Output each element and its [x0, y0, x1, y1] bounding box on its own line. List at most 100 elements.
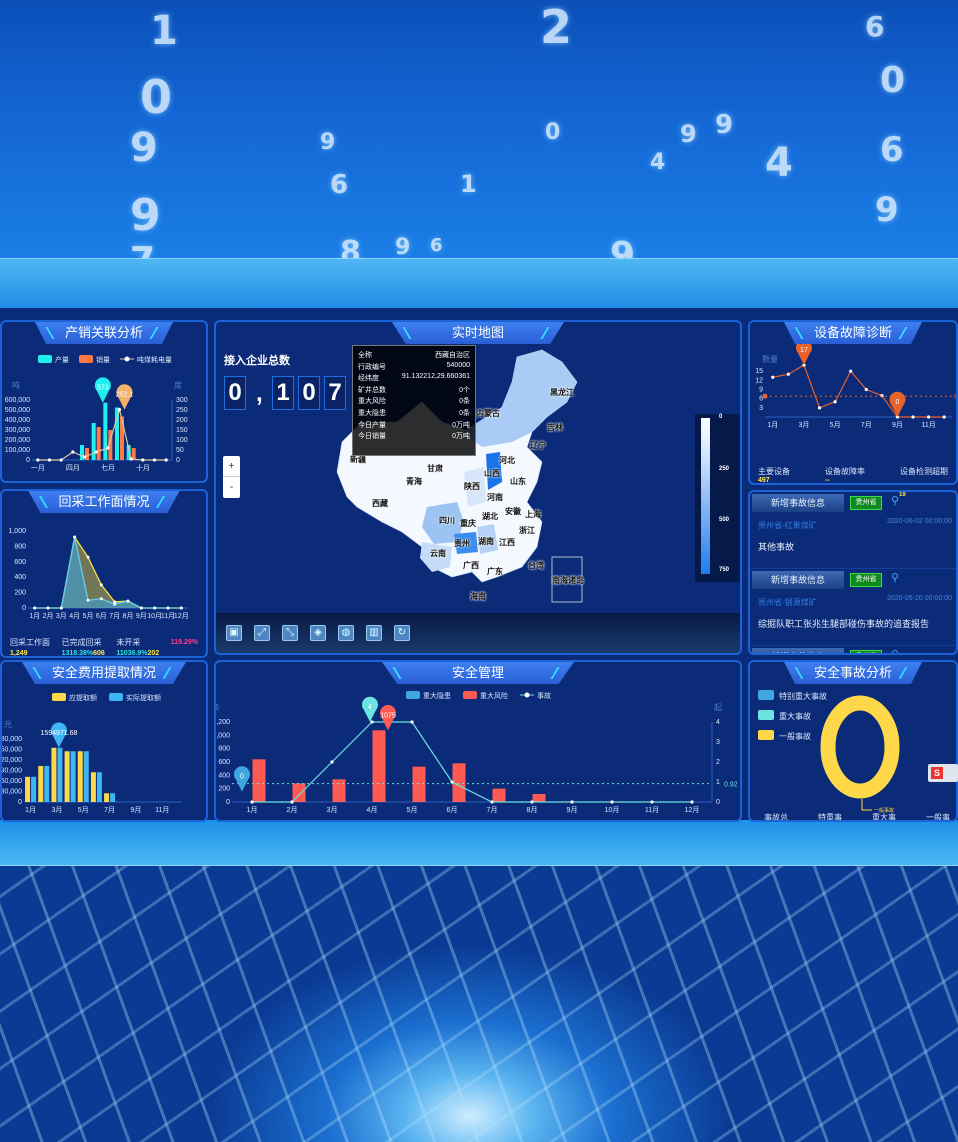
refresh-icon[interactable]: ↻ — [394, 625, 410, 641]
accident-list: 新增事故信息 贵州省 ⚲ 19 贵州省-红果煤矿 2020-06-02 00:00:00 其… — [750, 492, 956, 655]
stat-item: 已完成回采 1318.38%606 — [62, 637, 105, 657]
province-label[interactable]: 内蒙古 — [476, 409, 500, 418]
y2-tick-label: 1 — [716, 779, 720, 786]
province-label[interactable]: 吉林 — [547, 423, 563, 432]
accident-description[interactable]: 其他事故 — [758, 542, 795, 552]
fullscreen-icon[interactable]: ▣ — [226, 625, 242, 641]
background-digit: 9 — [875, 190, 899, 230]
collapse-icon[interactable]: ⤡ — [282, 625, 298, 641]
province-label[interactable]: 台湾 — [528, 561, 544, 570]
china-map[interactable] — [216, 322, 742, 622]
map-region-sichuan[interactable] — [422, 502, 464, 544]
province-label[interactable]: 云南 — [430, 549, 446, 558]
line-point — [802, 363, 806, 367]
line-point — [771, 375, 775, 379]
province-label[interactable]: 海南 — [470, 592, 486, 601]
legend-swatch — [109, 693, 123, 701]
province-label[interactable]: 辽宁 — [530, 441, 546, 450]
x-tick-label: 7月 — [109, 612, 120, 620]
x-tick-label: 12月 — [685, 806, 700, 814]
x-tick-label: 5月 — [78, 806, 89, 814]
bag-icon[interactable]: ◈ — [310, 625, 326, 641]
province-label[interactable]: 浙江 — [519, 526, 535, 535]
province-label[interactable]: 河北 — [499, 456, 515, 465]
line-point — [690, 800, 694, 804]
zoom-in-button[interactable]: + — [223, 456, 240, 477]
accident-item[interactable]: 新增事故信息 贵州省 ⚲ — [750, 646, 956, 655]
province-label[interactable]: 广东 — [487, 567, 503, 576]
province-label[interactable]: 江西 — [499, 538, 515, 547]
map-region-shaanxi[interactable] — [464, 467, 486, 507]
line-point — [71, 450, 75, 454]
province-label[interactable]: 青海 — [406, 477, 422, 486]
slice-label: 一般事故 — [874, 807, 894, 814]
province-label[interactable]: 山东 — [510, 477, 526, 486]
province-label[interactable]: 四川 — [439, 516, 455, 525]
counter-separator: , — [256, 380, 263, 407]
panel-title: 产销关联分析 — [34, 322, 174, 344]
accident-item[interactable]: 新增事故信息 贵州省 ⚲ 19 贵州省-红果煤矿 2020-06-02 00:00:00 其… — [750, 492, 956, 569]
bar-应提取额 — [25, 776, 31, 802]
province-label[interactable]: 西藏 — [372, 499, 388, 508]
y-tick-label: 1,000 — [8, 528, 26, 535]
y-tick-label: 200,000 — [5, 437, 30, 444]
x-tick-label: 10月 — [147, 612, 162, 620]
legend-label: 事故 — [537, 691, 551, 700]
province-label[interactable]: 广西 — [463, 561, 479, 570]
map-region-shanxi[interactable] — [486, 452, 502, 490]
province-label[interactable]: 陕西 — [464, 482, 480, 491]
line-fault — [772, 364, 945, 418]
stat-value: 606 — [93, 650, 105, 657]
scale-label: 0 — [719, 414, 723, 420]
map-region-hunan[interactable] — [477, 524, 498, 554]
province-label[interactable]: 黑龙江 — [550, 388, 574, 397]
province-label[interactable]: 重庆 — [460, 519, 476, 528]
color-scale-bar[interactable] — [701, 418, 710, 574]
legend-label: 吨煤耗电量 — [137, 355, 172, 364]
legend-swatch — [38, 355, 52, 363]
map-region-guizhou[interactable] — [454, 532, 478, 554]
zoom-out-button[interactable]: - — [229, 482, 234, 493]
line-point — [650, 800, 654, 804]
province-label[interactable]: 新疆 — [350, 455, 366, 464]
x-tick-label: 7月 — [104, 806, 115, 814]
location-pin-icon[interactable]: ⚲ — [891, 649, 900, 655]
globe-icon[interactable]: ◍ — [338, 625, 354, 641]
province-tag[interactable]: 贵州省 — [850, 650, 882, 653]
province-label[interactable]: 甘肃 — [427, 464, 443, 473]
accident-header[interactable]: 新增事故信息 — [752, 571, 844, 589]
safety-management-chart: 重大隐患 重大风险 事故 0 200 400 600 800 1,000 1,200 0 1 2 3 4 条 起… — [216, 691, 738, 814]
map-region-north[interactable] — [462, 350, 577, 447]
map-region-yunnan[interactable] — [420, 542, 452, 572]
province-label[interactable]: 上海 — [525, 510, 541, 519]
tooltip-key: 经纬度 — [358, 375, 379, 383]
expand-icon[interactable]: ⤢ — [254, 625, 270, 641]
province-label[interactable]: 河南 — [487, 493, 503, 502]
accident-description[interactable]: 综掘队职工张兆生腿部碰伤事故的追查报告 — [758, 619, 930, 629]
province-label[interactable]: 山西 — [484, 469, 500, 478]
x-tick-label: 11月 — [921, 421, 935, 429]
bar-产量 — [103, 402, 108, 460]
province-label[interactable]: 贵州 — [454, 539, 470, 548]
floating-widget[interactable]: S — [928, 764, 958, 782]
province-label[interactable]: 南海诸岛 — [552, 576, 584, 585]
province-tag[interactable]: 贵州省 — [850, 573, 882, 587]
legend-swatch — [79, 355, 93, 363]
location-pin-icon[interactable]: ⚲ — [891, 572, 900, 584]
stat-value: -- — [825, 477, 830, 484]
scale-label: 500 — [719, 517, 730, 523]
accident-item[interactable]: 新增事故信息 贵州省 ⚲ 贵州省-钢源煤矿 2020-05-20 00:00:00 综掘队… — [750, 569, 956, 646]
stat-value: 11036.9% — [116, 650, 148, 657]
province-label[interactable]: 湖北 — [482, 512, 498, 521]
building-icon[interactable]: ▥ — [366, 625, 382, 641]
accident-header[interactable]: 新增事故信息 — [752, 494, 844, 512]
area-series — [34, 537, 182, 608]
accident-header[interactable]: 新增事故信息 — [752, 648, 844, 653]
x-tick-label: 3月 — [327, 806, 338, 814]
location-pin-icon[interactable]: ⚲ — [891, 495, 900, 507]
y-tick-label: 200 — [218, 786, 230, 793]
province-label[interactable]: 安徽 — [505, 507, 521, 516]
province-label[interactable]: 湖南 — [478, 537, 494, 546]
province-tag[interactable]: 贵州省 — [850, 496, 882, 510]
